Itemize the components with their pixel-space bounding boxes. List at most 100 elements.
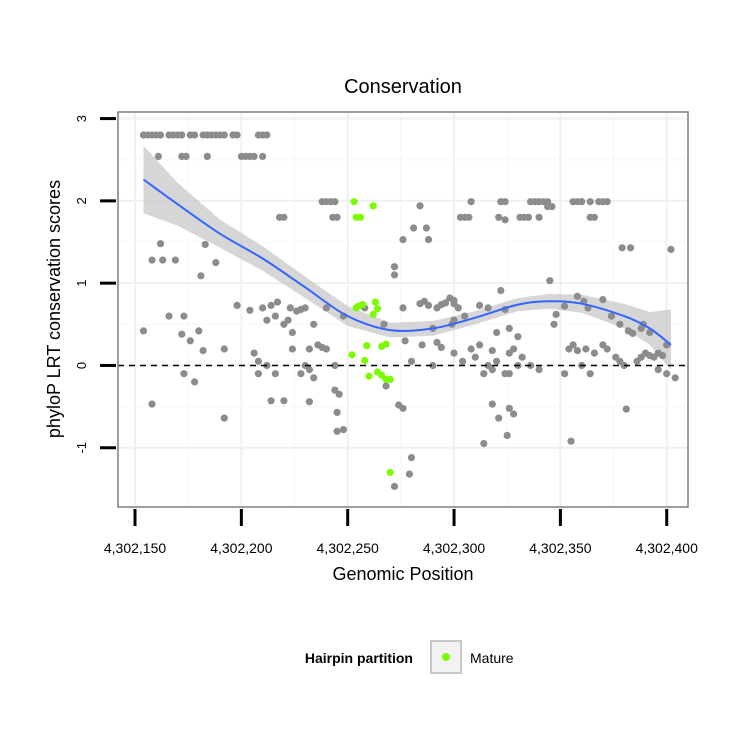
other-point: [505, 370, 513, 378]
other-point: [305, 345, 313, 353]
other-point: [305, 398, 313, 406]
mature-point: [350, 198, 358, 206]
other-point: [618, 244, 626, 252]
other-point: [180, 370, 188, 378]
mature-point: [373, 305, 382, 313]
other-point: [201, 240, 209, 249]
other-point: [471, 353, 479, 361]
other-point: [497, 287, 505, 295]
other-point: [450, 296, 458, 304]
other-point: [333, 427, 341, 435]
other-point: [476, 341, 484, 349]
other-point: [254, 370, 262, 378]
other-point: [390, 482, 399, 490]
confidence-band: [143, 145, 671, 370]
other-point: [148, 400, 156, 408]
other-point: [271, 312, 279, 320]
plot-panel: [117, 111, 689, 508]
mature-point: [386, 375, 394, 383]
smooth-line: [142, 178, 672, 346]
other-point: [339, 426, 347, 434]
x-tick-label: 4,302,200: [210, 540, 272, 556]
other-point: [637, 324, 645, 332]
other-point: [286, 304, 294, 312]
other-point: [331, 198, 339, 206]
chart-title: Conservation: [344, 76, 462, 98]
y-axis: -1 0 1 2 3: [74, 115, 116, 454]
other-point: [280, 397, 288, 405]
other-point: [288, 328, 296, 337]
other-point: [509, 345, 518, 353]
other-point: [493, 328, 501, 337]
other-point: [180, 312, 188, 320]
other-point: [603, 198, 611, 206]
other-point: [310, 374, 318, 382]
other-point: [546, 277, 554, 285]
other-point: [165, 312, 173, 320]
y-tick-label: 2: [74, 197, 89, 204]
other-point: [280, 213, 288, 221]
other-point: [467, 345, 475, 353]
other-point: [322, 345, 330, 353]
other-point: [441, 299, 450, 307]
other-points: [139, 131, 679, 490]
other-point: [493, 357, 501, 365]
other-point: [429, 361, 437, 370]
other-point: [578, 198, 586, 206]
other-point: [590, 213, 599, 221]
other-point: [586, 370, 594, 378]
other-point: [627, 244, 635, 252]
other-point: [488, 400, 496, 408]
panel-border: [117, 111, 689, 508]
other-point: [178, 131, 186, 139]
mature-points: [348, 198, 394, 476]
other-point: [535, 366, 543, 374]
other-point: [380, 320, 388, 328]
other-point: [418, 341, 426, 349]
other-point: [524, 213, 533, 221]
other-point: [671, 374, 679, 382]
other-point: [203, 152, 211, 160]
other-point: [561, 302, 569, 310]
other-point: [267, 397, 275, 405]
x-tick-label: 4,302,250: [317, 540, 379, 556]
other-point: [191, 131, 199, 139]
other-point: [484, 304, 492, 312]
other-point: [573, 347, 582, 355]
other-point: [501, 216, 509, 224]
mature-point: [369, 202, 377, 210]
other-point: [467, 198, 475, 206]
mature-point: [356, 213, 365, 221]
other-point: [514, 333, 522, 341]
mature-point: [363, 342, 371, 350]
x-axis: 4,302,150 4,302,200 4,302,250 4,302,300 4,30…: [104, 509, 698, 556]
other-point: [297, 370, 305, 378]
other-point: [503, 431, 511, 439]
other-point: [212, 259, 220, 267]
other-point: [333, 408, 341, 416]
mature-point: [359, 301, 367, 309]
other-point: [407, 454, 416, 462]
mature-point: [386, 468, 394, 476]
other-point: [250, 152, 258, 160]
other-point: [607, 312, 616, 320]
other-point: [333, 213, 341, 221]
other-point: [505, 324, 513, 332]
other-point: [616, 320, 624, 328]
other-point: [305, 366, 313, 374]
other-point: [405, 470, 413, 478]
other-point: [197, 272, 205, 280]
other-point: [654, 366, 662, 374]
other-point: [567, 437, 575, 445]
other-point: [233, 131, 241, 139]
other-point: [505, 404, 513, 412]
other-point: [263, 131, 271, 139]
other-point: [480, 370, 488, 378]
other-point: [284, 316, 292, 324]
other-point: [250, 349, 258, 357]
other-point: [422, 224, 430, 232]
other-point: [603, 345, 611, 353]
other-point: [271, 370, 279, 378]
other-point: [433, 338, 441, 346]
